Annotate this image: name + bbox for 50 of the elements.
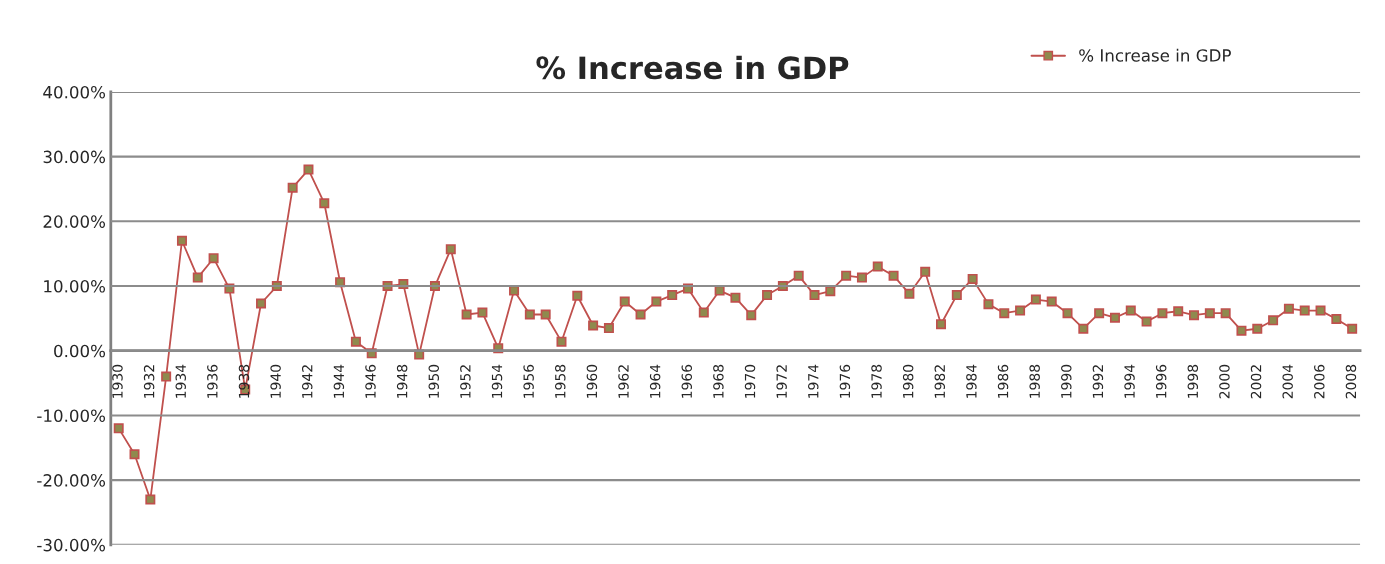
x-tick-label: 1936 bbox=[207, 364, 218, 398]
x-tick-label: 1994 bbox=[1124, 364, 1135, 398]
x-tick-label: 1990 bbox=[1061, 364, 1072, 398]
chart-title: % Increase in GDP bbox=[536, 55, 849, 80]
x-tick-label: 1970 bbox=[744, 364, 756, 398]
x-tick-label: 1960 bbox=[586, 364, 598, 398]
y-tick-label: 0.00% bbox=[54, 344, 106, 358]
x-tick-label: 2002 bbox=[1250, 365, 1262, 399]
x-tick-label: 1956 bbox=[523, 364, 534, 398]
x-tick-label: 1950 bbox=[428, 364, 440, 398]
x-tick-label: 1968 bbox=[713, 364, 724, 398]
x-tick-label: 1930 bbox=[112, 364, 123, 398]
x-tick-label: 1948 bbox=[396, 364, 408, 398]
x-tick-label: 1976 bbox=[839, 364, 851, 398]
legend-label: % Increase in GDP bbox=[1079, 48, 1231, 62]
x-tick-label: 1996 bbox=[1155, 364, 1167, 398]
y-tick-label: 10.00% bbox=[44, 279, 106, 293]
x-tick-label: 1992 bbox=[1092, 365, 1104, 398]
x-tick-label: 1958 bbox=[555, 364, 566, 398]
x-tick-label: 1954 bbox=[491, 364, 503, 398]
y-tick-label: -30.00% bbox=[37, 538, 106, 552]
y-tick-label: -20.00% bbox=[37, 474, 106, 487]
x-tick-label: 1984 bbox=[966, 364, 977, 398]
x-tick-label: 1946 bbox=[365, 364, 376, 398]
x-tick-label: 1942 bbox=[301, 365, 313, 398]
x-tick-label: 2006 bbox=[1314, 364, 1325, 399]
x-tick-label: 1938 bbox=[238, 364, 250, 398]
x-tick-label: 1932 bbox=[143, 365, 155, 398]
x-tick-label: 1974 bbox=[808, 364, 819, 398]
y-tick-label: 30.00% bbox=[43, 150, 106, 164]
x-tick-label: 1962 bbox=[618, 365, 629, 398]
x-tick-label: 2008 bbox=[1345, 364, 1357, 399]
y-tick-label: -10.00% bbox=[37, 409, 106, 422]
y-tick-label: 20.00% bbox=[43, 215, 106, 228]
x-tick-label: 2000 bbox=[1219, 364, 1230, 399]
x-tick-label: 1988 bbox=[1029, 364, 1040, 398]
x-tick-label: 1952 bbox=[460, 365, 471, 398]
x-tick-label: 1978 bbox=[871, 364, 882, 398]
x-tick-label: 1944 bbox=[333, 364, 345, 398]
x-tick-label: 1972 bbox=[776, 365, 787, 398]
x-tick-label: 1940 bbox=[270, 364, 281, 398]
x-tick-label: 1964 bbox=[649, 364, 661, 398]
x-tick-label: 1998 bbox=[1187, 364, 1199, 398]
x-tick-label: 1980 bbox=[902, 364, 914, 398]
y-tick-label: 40.00% bbox=[43, 85, 106, 99]
x-tick-label: 1982 bbox=[934, 365, 946, 398]
x-tick-label: 2004 bbox=[1282, 364, 1293, 399]
x-tick-label: 1986 bbox=[997, 364, 1009, 398]
x-tick-label: 1934 bbox=[175, 364, 186, 398]
x-tick-label: 1966 bbox=[681, 364, 693, 398]
